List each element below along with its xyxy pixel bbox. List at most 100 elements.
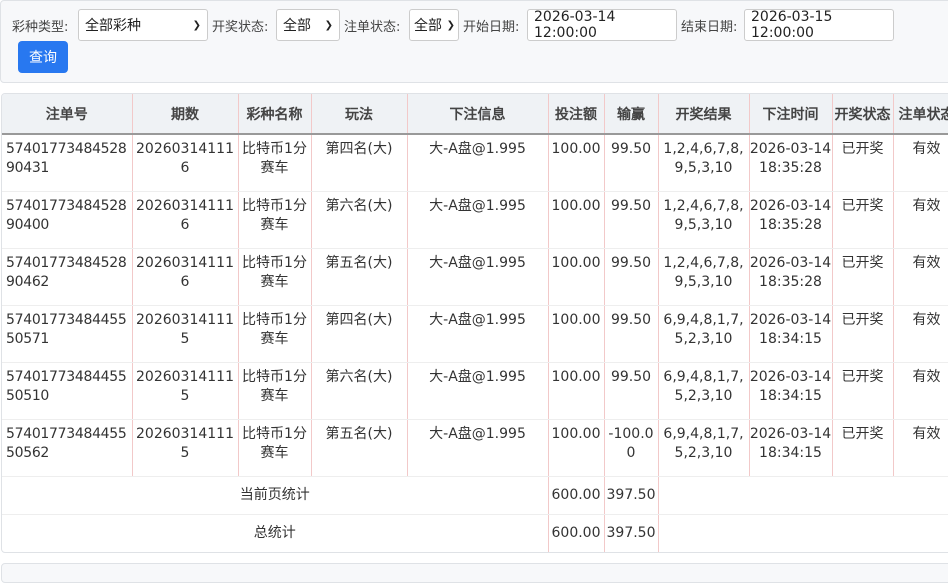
cell-play-type: 第六名(大) [311, 362, 408, 420]
end-date-input[interactable]: 2026-03-15 12:00:00 [744, 9, 894, 41]
cell-bet-info: 大-A盘@1.995 [407, 362, 549, 420]
bet-status-value: 全部 [414, 18, 442, 34]
cell-lottery-name: 比特币1分赛车 [238, 191, 312, 249]
cell-draw-status: 已开奖 [832, 362, 894, 420]
cell-bet-status: 有效 [893, 305, 948, 363]
cell-bet-status: 有效 [893, 248, 948, 306]
cell-bet-id: 5740177348452890462 [2, 248, 133, 306]
cell-draw-status: 已开奖 [832, 191, 894, 249]
cell-bet-status: 有效 [893, 191, 948, 249]
table-row: 5740177348452890431 202603141116 比特币1分赛车 第四… [2, 134, 948, 192]
search-button[interactable]: 查询 [18, 41, 68, 73]
header-draw-result: 开奖结果 [658, 94, 750, 135]
draw-status-label: 开奖状态: [212, 19, 269, 35]
cell-draw-result: 6,9,4,8,1,7,5,2,3,10 [658, 362, 750, 420]
cell-lottery-name: 比特币1分赛车 [238, 419, 312, 477]
cell-bet-info: 大-A盘@1.995 [407, 305, 549, 363]
cell-bet-time: 2026-03-14 18:35:28 [749, 248, 833, 306]
cell-draw-result: 1,2,4,6,7,8,9,5,3,10 [658, 134, 750, 192]
lottery-type-label: 彩种类型: [12, 19, 69, 35]
cell-bet-amount: 100.00 [548, 419, 605, 477]
cell-bet-id: 5740177348452890431 [2, 134, 133, 192]
filter-panel: 彩种类型: 全部彩种 ❯ 开奖状态: 全部 ❯ 注单状态: 全部 ❯ 开始日期: 20… [0, 0, 948, 83]
cell-bet-status: 有效 [893, 134, 948, 192]
cell-play-type: 第五名(大) [311, 419, 408, 477]
summary-amount: 600.00 [548, 514, 605, 552]
summary-empty [658, 514, 948, 552]
cell-period: 202603141115 [132, 419, 239, 477]
cell-lottery-name: 比特币1分赛车 [238, 305, 312, 363]
summary-win-loss: 397.50 [604, 476, 659, 515]
cell-draw-result: 1,2,4,6,7,8,9,5,3,10 [658, 248, 750, 306]
cell-bet-status: 有效 [893, 362, 948, 420]
cell-win-loss: 99.50 [604, 362, 659, 420]
cell-draw-status: 已开奖 [832, 248, 894, 306]
start-date-label: 开始日期: [463, 19, 520, 35]
summary-label: 总统计 [2, 514, 549, 552]
cell-bet-id: 5740177348445550571 [2, 305, 133, 363]
cell-bet-id: 5740177348445550562 [2, 419, 133, 477]
cell-bet-status: 有效 [893, 419, 948, 477]
cell-bet-info: 大-A盘@1.995 [407, 134, 549, 192]
header-lottery-name: 彩种名称 [238, 94, 312, 135]
cell-play-type: 第六名(大) [311, 191, 408, 249]
cell-bet-id: 5740177348445550510 [2, 362, 133, 420]
lottery-type-value: 全部彩种 [85, 18, 141, 34]
cell-bet-info: 大-A盘@1.995 [407, 248, 549, 306]
cell-play-type: 第五名(大) [311, 248, 408, 306]
end-date-label: 结束日期: [681, 19, 738, 35]
cell-win-loss: -100.00 [604, 419, 659, 477]
cell-win-loss: 99.50 [604, 305, 659, 363]
bet-status-label: 注单状态: [344, 19, 401, 35]
header-bet-info: 下注信息 [407, 94, 549, 135]
lottery-type-select[interactable]: 全部彩种 ❯ [78, 9, 208, 41]
cell-win-loss: 99.50 [604, 191, 659, 249]
cell-win-loss: 99.50 [604, 248, 659, 306]
bets-table: 注单号期数彩种名称玩法下注信息投注额输赢开奖结果下注时间开奖状态注单状态 574… [2, 94, 948, 552]
cell-bet-time: 2026-03-14 18:35:28 [749, 191, 833, 249]
start-date-input[interactable]: 2026-03-14 12:00:00 [527, 9, 677, 41]
cell-period: 202603141116 [132, 248, 239, 306]
cell-period: 202603141116 [132, 134, 239, 192]
cell-draw-status: 已开奖 [832, 419, 894, 477]
header-bet-time: 下注时间 [749, 94, 833, 135]
table-row: 5740177348445550562 202603141115 比特币1分赛车 第五… [2, 419, 948, 477]
cell-bet-time: 2026-03-14 18:35:28 [749, 134, 833, 192]
cell-lottery-name: 比特币1分赛车 [238, 134, 312, 192]
draw-status-select[interactable]: 全部 ❯ [276, 9, 340, 41]
cell-draw-result: 6,9,4,8,1,7,5,2,3,10 [658, 305, 750, 363]
summary-amount: 600.00 [548, 476, 605, 515]
bets-table-container: 注单号期数彩种名称玩法下注信息投注额输赢开奖结果下注时间开奖状态注单状态 574… [1, 93, 948, 553]
header-draw-status: 开奖状态 [832, 94, 894, 135]
cell-bet-info: 大-A盘@1.995 [407, 191, 549, 249]
cell-bet-time: 2026-03-14 18:34:15 [749, 305, 833, 363]
cell-period: 202603141115 [132, 362, 239, 420]
cell-bet-time: 2026-03-14 18:34:15 [749, 362, 833, 420]
page-summary-row: 当前页统计 600.00 397.50 [2, 476, 948, 515]
table-row: 5740177348445550571 202603141115 比特币1分赛车 第四… [2, 305, 948, 363]
table-row: 5740177348445550510 202603141115 比特币1分赛车 第六… [2, 362, 948, 420]
cell-draw-status: 已开奖 [832, 305, 894, 363]
total-summary-row: 总统计 600.00 397.50 [2, 514, 948, 552]
cell-lottery-name: 比特币1分赛车 [238, 248, 312, 306]
cell-lottery-name: 比特币1分赛车 [238, 362, 312, 420]
table-row: 5740177348452890462 202603141116 比特币1分赛车 第五… [2, 248, 948, 306]
cell-bet-amount: 100.00 [548, 134, 605, 192]
cell-bet-amount: 100.00 [548, 305, 605, 363]
summary-label: 当前页统计 [2, 476, 549, 515]
bet-status-select[interactable]: 全部 ❯ [409, 9, 459, 41]
pagination-panel [1, 563, 948, 583]
cell-bet-amount: 100.00 [548, 362, 605, 420]
cell-draw-result: 6,9,4,8,1,7,5,2,3,10 [658, 419, 750, 477]
chevron-down-icon: ❯ [324, 19, 333, 31]
chevron-down-icon: ❯ [446, 19, 455, 31]
cell-bet-amount: 100.00 [548, 191, 605, 249]
cell-draw-status: 已开奖 [832, 134, 894, 192]
header-bet-status: 注单状态 [893, 94, 948, 135]
header-play-type: 玩法 [311, 94, 408, 135]
summary-empty [658, 476, 948, 515]
cell-bet-id: 5740177348452890400 [2, 191, 133, 249]
cell-draw-result: 1,2,4,6,7,8,9,5,3,10 [658, 191, 750, 249]
draw-status-value: 全部 [283, 18, 311, 34]
table-row: 5740177348452890400 202603141116 比特币1分赛车 第六… [2, 191, 948, 249]
